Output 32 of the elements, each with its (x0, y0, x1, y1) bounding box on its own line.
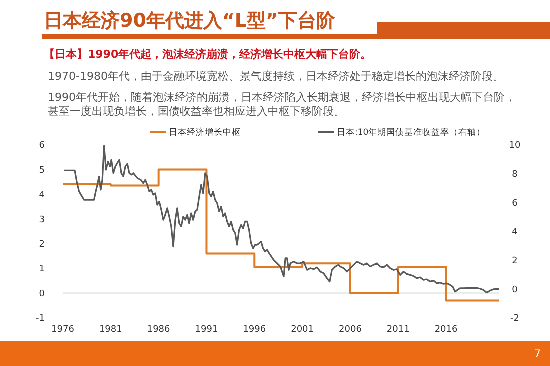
x-tick-label: 1986 (147, 325, 171, 335)
y2-tick-label: 8 (512, 170, 518, 180)
y-tick-label: 1 (39, 264, 45, 275)
x-tick-label: 1991 (195, 325, 218, 335)
x-tick-label: 2001 (291, 325, 314, 335)
y-tick-label: 5 (39, 166, 45, 176)
y-tick-label: 3 (39, 215, 45, 226)
y2-tick-label: 4 (512, 228, 518, 238)
legend-label: 日本:10年期国债基准收益率（右轴） (337, 126, 486, 138)
y-tick-label: 0 (39, 289, 46, 300)
y2-tick-label: 10 (509, 141, 521, 152)
y-tick-label: 2 (39, 240, 45, 250)
y2-tick-label: 2 (512, 256, 518, 266)
text: 7 (534, 349, 541, 360)
y-tick-label: 4 (39, 190, 46, 201)
text: 1990年代开始，随着泡沫经济的崩溃，日本经济陷入长期衰退，经济增长中枢出现大幅下台阶，甚至一度出现负增长，国债收益率也相应进入中枢下移阶段。 (48, 91, 517, 119)
legend-label: 日本经济增长中枢 (169, 126, 241, 138)
y2-tick-label: -2 (510, 314, 520, 324)
x-tick-label: 2006 (339, 325, 362, 335)
y-tick-label: -1 (36, 314, 45, 324)
y-tick-label: 6 (39, 141, 46, 152)
text: 【日本】1990年代起，泡沫经济崩溃，经济增长中枢大幅下台阶。 (44, 47, 373, 62)
text: 1970-1980年代，由于金融环境宽松、景气度持续，日本经济处于稳定增长的泡沫经济阶段。 (48, 69, 505, 84)
x-tick-label: 1996 (243, 325, 266, 335)
x-tick-label: 2016 (434, 325, 458, 335)
y2-tick-label: 6 (512, 198, 518, 209)
line-series (64, 145, 500, 294)
x-tick-label: 2011 (386, 325, 410, 335)
x-tick-label: 1981 (99, 325, 122, 335)
y2-tick-label: 0 (512, 285, 518, 296)
x-tick-label: 1976 (52, 325, 75, 335)
chart-title: 日本经济90年代进入“L型”下台阶 (44, 9, 336, 34)
